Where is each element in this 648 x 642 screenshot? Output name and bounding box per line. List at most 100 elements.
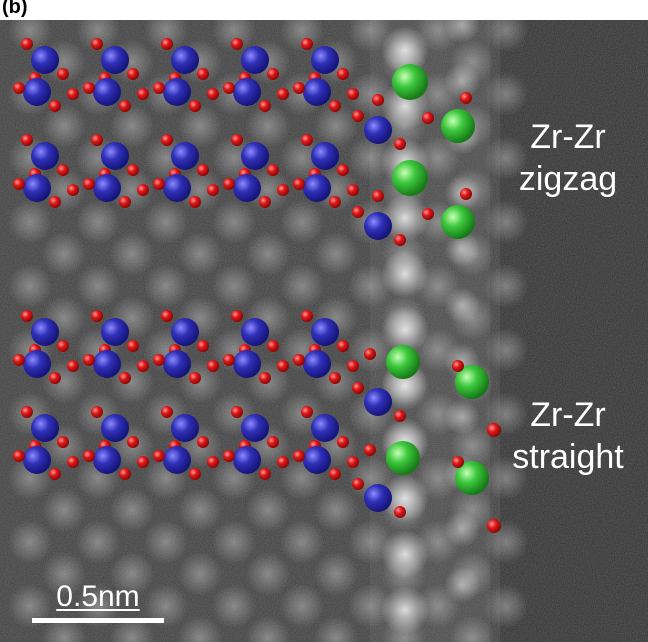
oxygen-atom <box>83 450 95 462</box>
oxygen-atom <box>137 88 149 100</box>
oxygen-atom <box>452 360 464 372</box>
metal-atom-blue <box>303 78 331 106</box>
oxygen-atom <box>57 164 69 176</box>
oxygen-atom <box>277 184 289 196</box>
oxygen-atom <box>207 360 219 372</box>
oxygen-atom <box>277 360 289 372</box>
oxygen-atom <box>259 100 271 112</box>
oxygen-atom <box>277 88 289 100</box>
oxygen-atom <box>127 68 139 80</box>
oxygen-atom <box>119 196 131 208</box>
oxygen-atom <box>267 436 279 448</box>
oxygen-atom <box>372 94 384 106</box>
oxygen-atom <box>21 134 33 146</box>
metal-atom-blue <box>31 414 59 442</box>
zr-atom <box>392 160 428 196</box>
zr-atom <box>392 64 428 100</box>
oxygen-atom <box>301 310 313 322</box>
metal-atom-blue <box>101 318 129 346</box>
oxygen-atom <box>394 234 406 246</box>
oxygen-atom <box>394 410 406 422</box>
oxygen-atom <box>364 348 376 360</box>
oxygen-atom <box>119 100 131 112</box>
oxygen-atom <box>57 436 69 448</box>
zr-atom <box>386 345 420 379</box>
oxygen-atom <box>347 88 359 100</box>
oxygen-atom <box>452 456 464 468</box>
oxygen-atom <box>67 360 79 372</box>
oxygen-atom <box>301 134 313 146</box>
oxygen-atom <box>21 406 33 418</box>
stem-image-frame: Zr-Zr zigzag Zr-Zr straight 0.5nm <box>0 20 648 642</box>
oxygen-atom <box>67 184 79 196</box>
metal-atom-blue <box>31 142 59 170</box>
oxygen-atom <box>161 38 173 50</box>
oxygen-atom <box>153 178 165 190</box>
annotation-zigzag: Zr-Zr zigzag <box>498 116 638 200</box>
oxygen-atom <box>293 354 305 366</box>
oxygen-atom <box>137 456 149 468</box>
metal-atom-blue <box>101 414 129 442</box>
metal-atom-blue <box>311 318 339 346</box>
oxygen-atom <box>329 100 341 112</box>
oxygen-atom <box>337 164 349 176</box>
metal-atom-blue <box>93 78 121 106</box>
oxygen-atom <box>231 406 243 418</box>
metal-atom-blue <box>241 46 269 74</box>
annotation-zigzag-line2: zigzag <box>518 160 618 198</box>
oxygen-atom <box>57 340 69 352</box>
oxygen-atom <box>293 450 305 462</box>
oxygen-atom <box>197 340 209 352</box>
metal-atom-blue <box>171 414 199 442</box>
annotation-straight-line1: Zr-Zr <box>530 396 606 434</box>
oxygen-atom <box>189 100 201 112</box>
zr-atom <box>386 441 420 475</box>
zr-atom <box>455 365 489 399</box>
oxygen-atom <box>293 82 305 94</box>
metal-atom-blue <box>303 446 331 474</box>
metal-atom-blue <box>364 388 392 416</box>
oxygen-atom <box>91 134 103 146</box>
oxygen-atom <box>21 310 33 322</box>
oxygen-atom <box>231 38 243 50</box>
metal-atom-blue <box>93 350 121 378</box>
oxygen-atom <box>267 68 279 80</box>
oxygen-atom <box>301 406 313 418</box>
metal-atom-blue <box>311 46 339 74</box>
oxygen-atom <box>13 450 25 462</box>
oxygen-atom <box>259 468 271 480</box>
oxygen-atom <box>460 188 472 200</box>
oxygen-atom <box>329 372 341 384</box>
oxygen-atom <box>13 82 25 94</box>
oxygen-atom <box>67 88 79 100</box>
oxygen-atom <box>127 340 139 352</box>
oxygen-atom <box>91 406 103 418</box>
metal-atom-blue <box>364 212 392 240</box>
oxygen-atom <box>13 178 25 190</box>
scale-bar-label: 0.5nm <box>56 580 140 613</box>
oxygen-atom <box>259 196 271 208</box>
scale-bar: 0.5nm <box>32 580 164 623</box>
oxygen-atom <box>189 468 201 480</box>
oxygen-atom <box>223 178 235 190</box>
oxygen-atom <box>189 196 201 208</box>
metal-atom-blue <box>233 174 261 202</box>
oxygen-atom <box>293 178 305 190</box>
metal-atom-blue <box>163 446 191 474</box>
metal-atom-blue <box>101 142 129 170</box>
metal-atom-blue <box>163 174 191 202</box>
oxygen-atom <box>422 112 434 124</box>
metal-atom-blue <box>163 350 191 378</box>
metal-atom-blue <box>303 174 331 202</box>
oxygen-atom <box>364 444 376 456</box>
oxygen-atom <box>301 38 313 50</box>
oxygen-atom <box>207 184 219 196</box>
oxygen-atom <box>49 196 61 208</box>
oxygen-atom <box>49 468 61 480</box>
oxygen-atom <box>223 450 235 462</box>
oxygen-atom <box>337 340 349 352</box>
annotation-straight: Zr-Zr straight <box>498 394 638 478</box>
oxygen-atom <box>91 310 103 322</box>
oxygen-atom <box>189 372 201 384</box>
oxygen-atom <box>267 340 279 352</box>
